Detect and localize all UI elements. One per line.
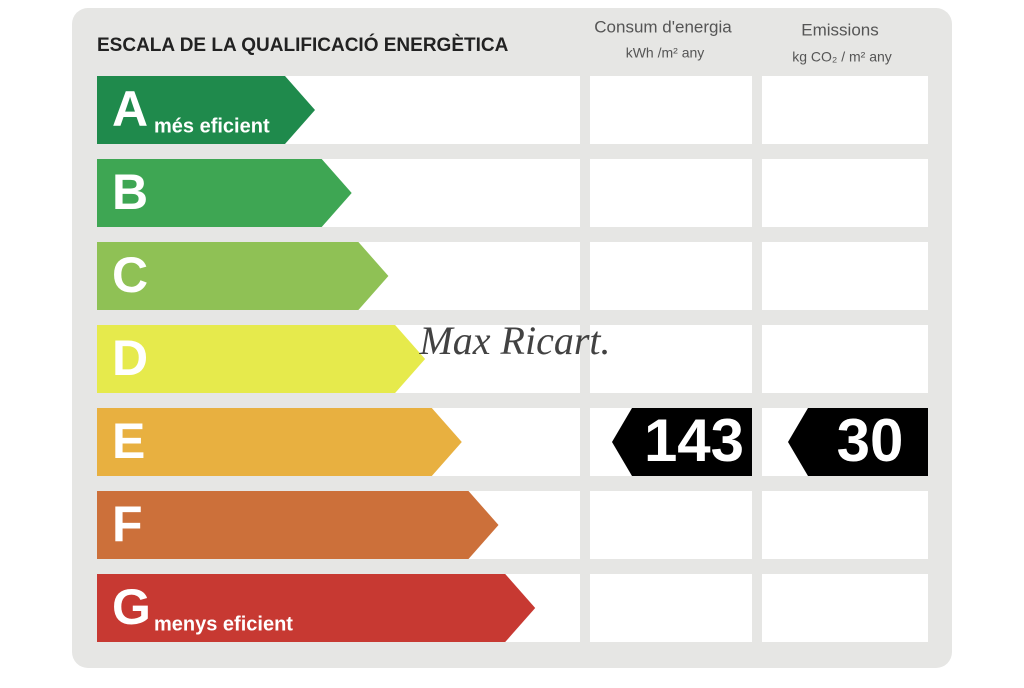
emissions-cell	[762, 159, 928, 227]
rating-arrow	[97, 574, 536, 642]
rating-letter: A	[112, 81, 148, 137]
column-unit: kWh /m² any	[626, 45, 705, 61]
emissions-cell	[762, 574, 928, 642]
rating-arrow	[97, 325, 426, 393]
rating-label: més eficient	[154, 115, 270, 137]
consumption-cell	[590, 242, 752, 310]
rating-arrow	[97, 491, 499, 559]
rating-label: menys eficient	[154, 613, 293, 635]
emissions-value: 30	[837, 407, 904, 474]
title: ESCALA DE LA QUALIFICACIÓ ENERGÈTICA	[97, 34, 509, 56]
rating-letter: B	[112, 164, 148, 220]
rating-arrow	[97, 242, 389, 310]
column-title: Consum d'energia	[594, 17, 732, 36]
consumption-badge	[612, 408, 752, 476]
consumption-cell	[590, 76, 752, 144]
consumption-value: 143	[644, 407, 744, 474]
consumption-cell	[590, 574, 752, 642]
consumption-cell	[590, 491, 752, 559]
rating-letter: E	[112, 413, 145, 469]
rating-arrow	[97, 76, 315, 144]
rating-letter: C	[112, 247, 148, 303]
column-unit: kg CO₂ / m² any	[792, 49, 892, 65]
emissions-cell	[762, 76, 928, 144]
rating-letter: D	[112, 330, 148, 386]
rating-letter: G	[112, 579, 151, 635]
rating-arrow	[97, 159, 352, 227]
consumption-cell	[590, 325, 752, 393]
column-title: Emissions	[801, 20, 878, 39]
rating-arrow	[97, 408, 462, 476]
watermark: Max Ricart.	[418, 318, 610, 363]
consumption-cell	[590, 159, 752, 227]
emissions-cell	[762, 491, 928, 559]
rating-letter: F	[112, 496, 143, 552]
emissions-cell	[762, 325, 928, 393]
emissions-cell	[762, 242, 928, 310]
emissions-badge	[788, 408, 928, 476]
